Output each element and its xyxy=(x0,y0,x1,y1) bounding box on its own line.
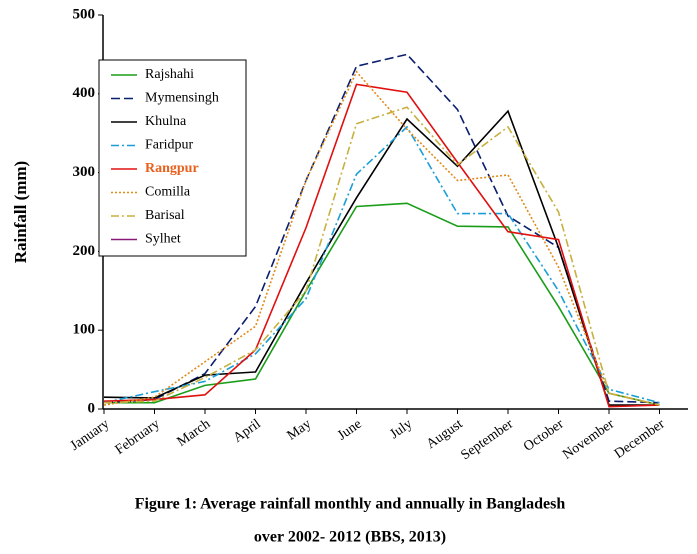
x-tick-label: December xyxy=(612,416,668,461)
legend-box xyxy=(98,59,247,257)
x-tick-label: February xyxy=(113,417,163,458)
series-line xyxy=(103,106,660,406)
legend-label: Mymensingh xyxy=(145,91,219,106)
x-tick-label: May xyxy=(285,417,315,444)
x-tick-label: August xyxy=(424,417,466,453)
x-tick-label: June xyxy=(335,417,365,444)
series-line xyxy=(103,109,660,406)
y-axis-label: Rainfall (mm) xyxy=(11,161,30,263)
x-tick-label: March xyxy=(175,417,214,450)
legend-label: Rajshahi xyxy=(145,67,194,82)
legend-label: Barisal xyxy=(145,208,185,223)
series-line xyxy=(104,202,660,406)
y-tick-label: 200 xyxy=(73,243,96,259)
y-tick-label: 0 xyxy=(88,400,96,416)
y-tick-label: 300 xyxy=(73,164,96,180)
series-line xyxy=(103,83,660,408)
caption: over 2002- 2012 (BBS, 2013) xyxy=(254,529,446,546)
x-tick-label: July xyxy=(387,417,415,443)
legend-label: Faridpur xyxy=(145,138,194,153)
x-tick-label: April xyxy=(231,417,264,446)
x-tick-label: January xyxy=(68,417,112,454)
legend-label: Khulna xyxy=(145,114,187,129)
y-tick-label: 400 xyxy=(73,85,96,101)
x-tick-label: November xyxy=(560,416,617,462)
y-tick-label: 500 xyxy=(73,6,96,22)
x-tick-label: September xyxy=(458,416,516,463)
caption: Figure 1: Average rainfall monthly and a… xyxy=(135,496,566,513)
legend-label: Sylhet xyxy=(145,232,181,247)
series-line xyxy=(103,125,660,404)
x-tick-label: October xyxy=(521,416,567,454)
y-tick-label: 100 xyxy=(73,322,96,338)
legend-label: Comilla xyxy=(145,185,191,200)
legend-label: Rangpur xyxy=(145,161,199,176)
